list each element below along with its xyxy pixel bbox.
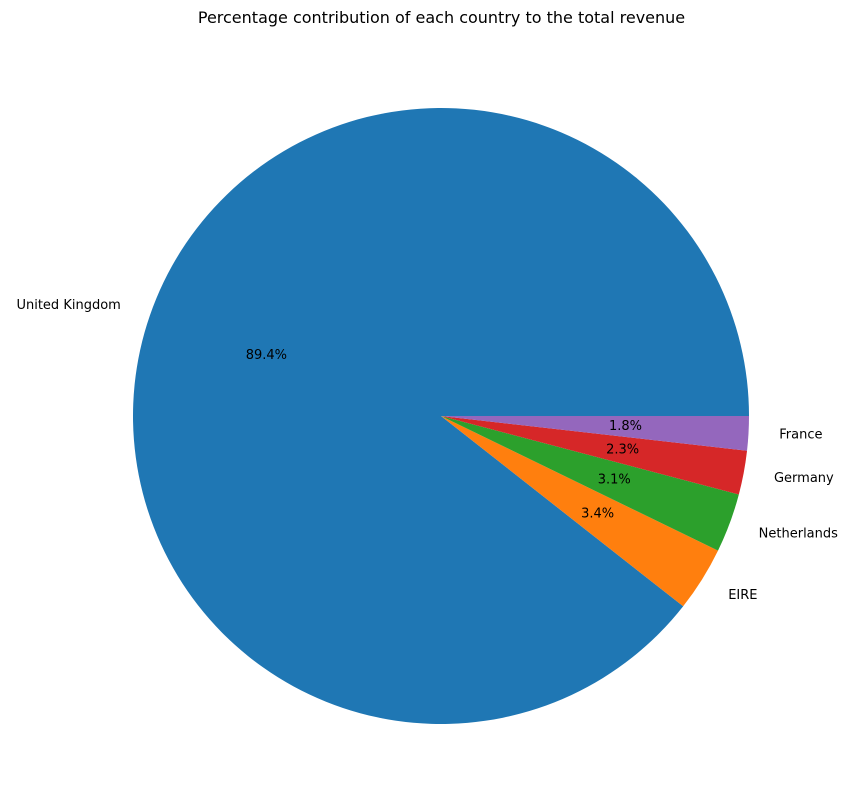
pie-slice-france <box>441 416 749 451</box>
slice-percent-eire: 3.4% <box>581 507 614 522</box>
pie-slice-netherlands <box>441 416 739 551</box>
slice-label-france: France <box>779 428 822 443</box>
pie-slices <box>133 107 749 725</box>
slice-percent-france: 1.8% <box>609 419 642 434</box>
slice-percent-netherlands: 3.1% <box>598 473 631 488</box>
slice-percent-germany: 2.3% <box>606 443 639 458</box>
chart-title: Percentage contribution of each country … <box>197 8 686 27</box>
pie-labels: United Kingdom 89.4% EIRE 3.4% Netherlands 3.… <box>16 298 838 603</box>
slice-label-eire: EIRE <box>728 588 757 603</box>
pie-slice-eire <box>441 416 719 607</box>
slice-label-netherlands: Netherlands <box>759 526 838 541</box>
slice-label-germany: Germany <box>774 471 834 486</box>
pie-slice-germany <box>441 416 748 495</box>
slice-label-united-kingdom: United Kingdom <box>16 298 120 313</box>
slice-percent-united-kingdom: 89.4% <box>246 348 287 363</box>
